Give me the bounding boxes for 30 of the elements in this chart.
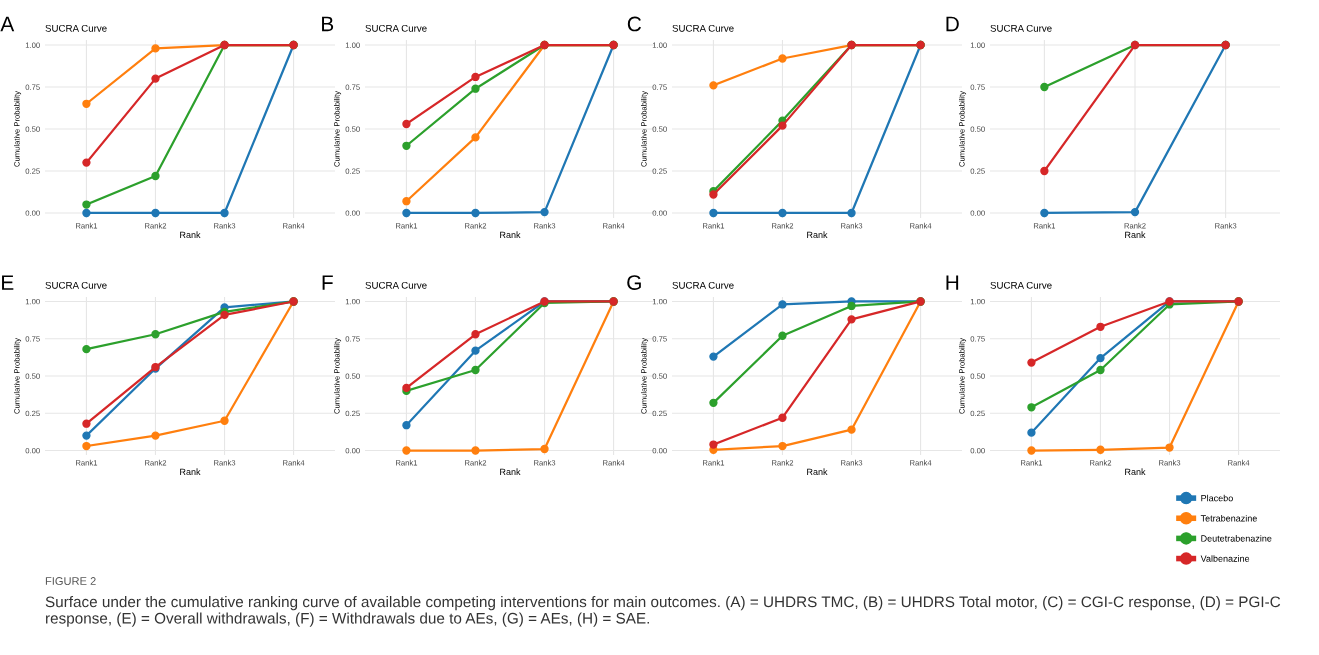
caption: FIGURE 2 (45, 577, 96, 585)
legend-label: Deutetrabenazine (1201, 535, 1272, 542)
legend-label: Placebo (1201, 494, 1233, 502)
x-axis-title: Rank (180, 231, 201, 238)
chart-title: SUCRA Curve (990, 281, 1052, 289)
x-axis-title: Rank (1125, 231, 1146, 238)
text: Surface under the cumulative ranking curve of available competing interventions for main outcomes. (A) = UHDRS TMC, (B) = UHDRS Total motor, (C) = CGI-C response, (D) = PGI-C response, (E) = Overall withdrawals, (F) = Withdrawals due to AEs, (G) = AEs, (H) = SAE. (45, 596, 1281, 627)
x-axis-title: Rank (1125, 468, 1146, 475)
text: H (946, 275, 959, 290)
text: F (322, 275, 333, 290)
x-axis-title: Rank (807, 231, 828, 238)
text: C (627, 16, 642, 32)
legend-label: Tetrabenazine (1200, 514, 1257, 522)
chart-title: SUCRA Curve (365, 24, 427, 32)
text: E (2, 275, 14, 290)
text: D (946, 16, 959, 32)
chart-title: SUCRA Curve (672, 24, 734, 32)
x-axis-title: Rank (500, 468, 521, 475)
text: G (627, 275, 641, 290)
x-axis-title: Rank (500, 231, 521, 238)
x-axis-title: Rank (180, 468, 201, 475)
legend-label: Valbenazine (1200, 555, 1250, 562)
chart-title: SUCRA Curve (45, 281, 107, 289)
text: B (322, 16, 334, 32)
chart-title: SUCRA Curve (672, 281, 734, 289)
chart-title: SUCRA Curve (365, 281, 427, 289)
chart-title: SUCRA Curve (45, 24, 107, 32)
text: A (0, 16, 15, 32)
x-axis-title: Rank (807, 468, 828, 475)
chart-title: SUCRA Curve (990, 24, 1052, 32)
